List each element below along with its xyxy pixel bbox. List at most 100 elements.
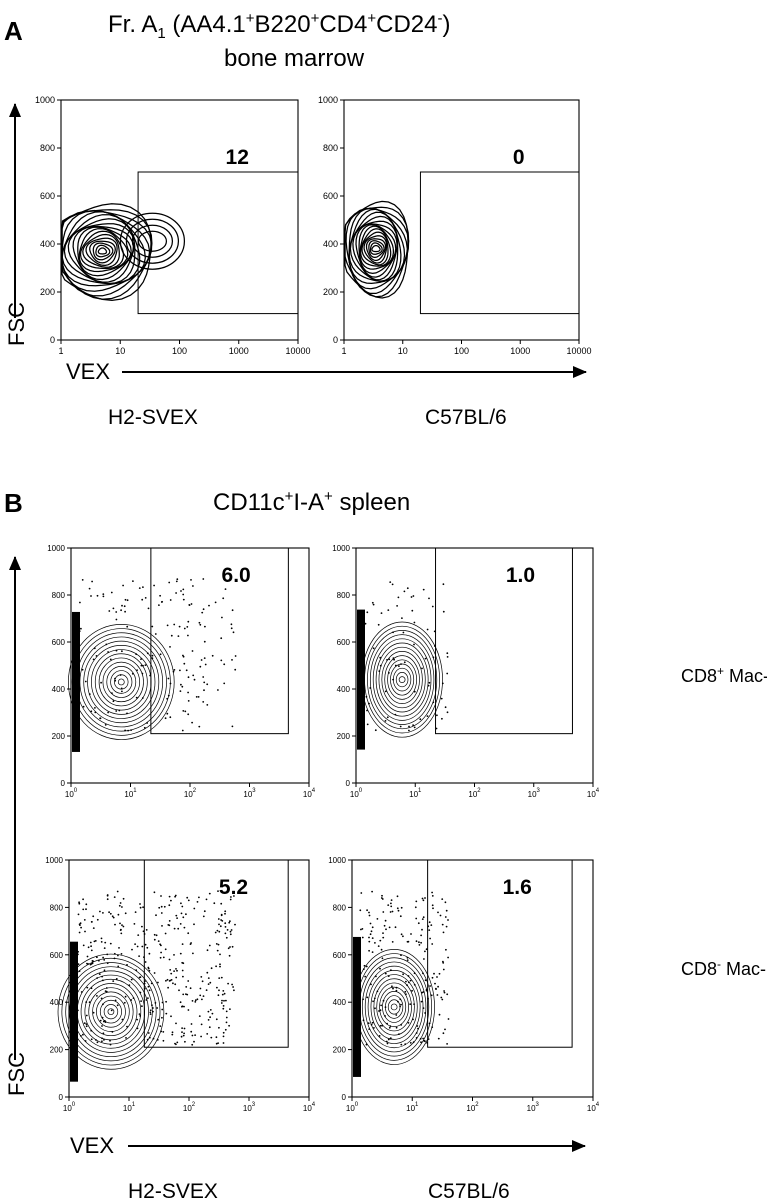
event-dot (82, 898, 84, 901)
event-dot (392, 987, 394, 990)
event-dot (384, 972, 387, 975)
event-dot (406, 956, 409, 959)
event-dot (102, 979, 104, 982)
event-dot (218, 930, 221, 933)
panel-a-strain-2: C57BL/6 (425, 406, 507, 429)
event-dot (206, 683, 209, 686)
event-dot (381, 894, 383, 897)
event-dot (179, 923, 182, 925)
event-dot (188, 604, 191, 606)
event-dot (175, 914, 178, 917)
event-dot (432, 656, 435, 659)
event-dot (429, 937, 431, 940)
event-dot (147, 1032, 150, 1034)
event-dot (182, 588, 185, 591)
event-dot (388, 1026, 391, 1029)
event-dot (82, 705, 85, 708)
event-dot (149, 1011, 152, 1014)
event-dot (160, 912, 163, 914)
event-dot (162, 956, 165, 959)
event-dot (124, 995, 127, 998)
event-dot (361, 689, 364, 691)
plot-frame (70, 547, 310, 784)
event-dot (378, 670, 381, 672)
contour-line (390, 663, 415, 696)
event-dot (120, 687, 123, 690)
event-dot (101, 1025, 103, 1027)
event-dot (217, 689, 219, 691)
event-dot (88, 693, 91, 695)
event-dot (100, 937, 103, 940)
event-dot (384, 1006, 387, 1008)
event-dot (135, 969, 138, 972)
event-dot (145, 929, 148, 931)
event-dot (199, 987, 202, 990)
panel-a-y-label: FSC (4, 302, 29, 346)
event-dot (368, 702, 370, 705)
event-dot (195, 696, 198, 698)
event-dot (422, 588, 425, 591)
event-dot (167, 694, 170, 697)
event-dot (85, 1023, 88, 1025)
event-dot (211, 654, 214, 657)
event-dot (230, 929, 233, 931)
event-dot (391, 910, 394, 913)
event-dot (100, 997, 103, 1000)
event-dot (221, 999, 223, 1002)
event-dot (170, 1015, 172, 1018)
event-dot (385, 1040, 388, 1043)
event-dot (96, 956, 98, 959)
event-dot (104, 941, 107, 944)
event-dot (427, 997, 429, 1000)
event-dot (92, 927, 95, 929)
event-dot (143, 987, 146, 990)
event-dot (413, 621, 416, 624)
event-dot (180, 1035, 183, 1038)
event-dot (203, 681, 206, 684)
event-dot (169, 716, 172, 719)
event-dot (380, 1004, 382, 1007)
event-dot (100, 941, 103, 943)
contour-line (390, 1003, 398, 1011)
event-dot (165, 1012, 168, 1015)
event-dot (446, 652, 449, 655)
event-dot (388, 658, 391, 661)
event-dot (158, 604, 160, 606)
contour-line (359, 225, 395, 270)
event-dot (362, 998, 364, 1001)
event-dot (126, 625, 129, 628)
event-dot (185, 669, 188, 672)
event-dot (165, 979, 167, 982)
event-dot (185, 986, 188, 988)
edge-population (70, 941, 78, 1082)
event-dot (415, 940, 418, 943)
event-dot (432, 907, 434, 910)
event-dot (151, 657, 154, 660)
panel-b-title-sup: + (285, 488, 294, 505)
event-dot (362, 1019, 365, 1022)
event-dot (147, 997, 149, 999)
event-dot (136, 1018, 139, 1021)
event-dot (196, 998, 199, 1001)
event-dot (121, 650, 123, 653)
event-dot (231, 725, 234, 728)
event-dot (424, 950, 426, 953)
event-dot (135, 653, 138, 656)
event-dot (374, 942, 376, 944)
event-dot (153, 938, 156, 941)
event-dot (144, 664, 147, 666)
event-dot (387, 1038, 390, 1041)
event-dot (408, 729, 410, 732)
event-dot (207, 1010, 210, 1013)
x-tick-label: 101 (123, 1102, 136, 1113)
event-dot (217, 1042, 220, 1044)
event-dot (182, 1034, 185, 1037)
contour-line (369, 242, 383, 255)
event-dot (379, 1009, 382, 1012)
event-dot (75, 1016, 77, 1019)
event-dot (382, 936, 385, 939)
event-dot (99, 1019, 102, 1022)
event-dot (215, 965, 218, 968)
event-dot (187, 932, 190, 935)
contour-line (382, 990, 407, 1023)
